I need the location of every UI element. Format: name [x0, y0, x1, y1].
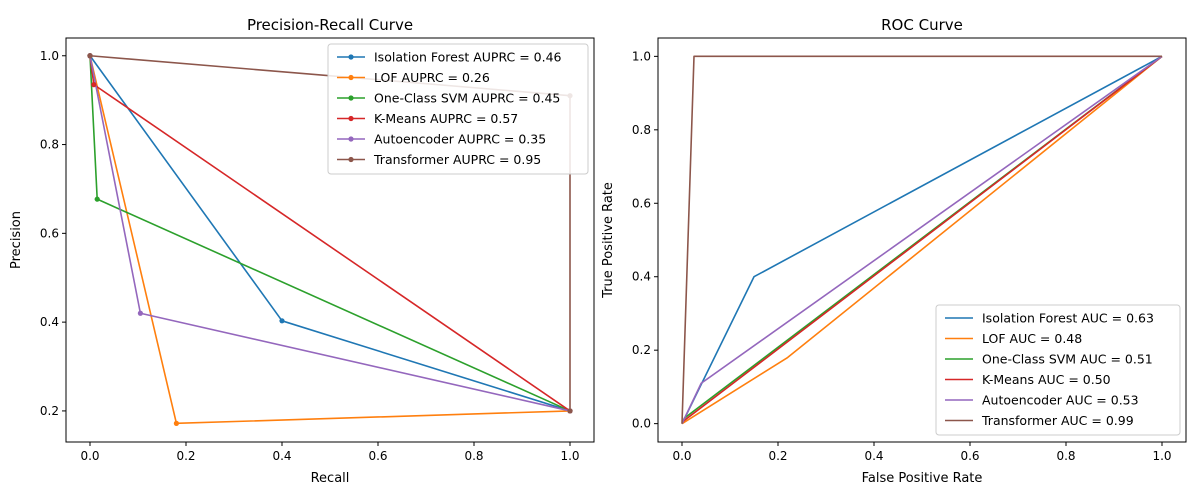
legend-label: Isolation Forest AUC = 0.63 [982, 311, 1154, 326]
legend: Isolation Forest AUC = 0.63 LOF AUC = 0.4… [935, 304, 1181, 436]
data-point [94, 196, 100, 202]
plot-area [681, 55, 1163, 425]
x-tick-label: 1.0 [1152, 449, 1171, 463]
y-axis-label: Precision [9, 211, 24, 269]
chart-panel-1: ROC Curve 0.0 0.2 0.4 0.6 0.8 1.0 0.0 0.2 0.4 0.6 0… [601, 16, 1187, 486]
x-tick-label: 0.4 [272, 449, 291, 463]
y-tick-label: 1.0 [632, 49, 651, 63]
series-line-0 [681, 55, 1163, 424]
legend-label: LOF AUPRC = 0.26 [374, 70, 490, 85]
legend-label: Transformer AUPRC = 0.95 [373, 152, 541, 167]
axes-frame [657, 37, 1187, 443]
legend-marker [348, 74, 354, 81]
y-tick-label: 0.4 [40, 315, 59, 329]
y-tick-label: 0.4 [632, 270, 651, 284]
legend-marker [348, 136, 354, 142]
data-point [567, 408, 573, 414]
axes-frame [65, 37, 595, 443]
legend-label: Transformer AUC = 0.99 [981, 413, 1134, 428]
y-tick-label: 0.8 [40, 138, 59, 152]
x-tick-label: 0.8 [464, 449, 483, 463]
y-tick-label: 0.6 [632, 196, 651, 210]
legend-label: One-Class SVM AUC = 0.51 [982, 352, 1153, 367]
legend-label: LOF AUC = 0.48 [982, 331, 1082, 346]
data-point [279, 318, 285, 324]
x-tick-label: 0.2 [176, 449, 195, 463]
x-tick-label: 0.0 [80, 449, 99, 463]
x-tick-label: 0.0 [672, 449, 691, 463]
y-tick-label: 0.2 [632, 343, 651, 357]
legend-marker [348, 115, 354, 122]
legend-label: K-Means AUC = 0.50 [982, 372, 1111, 387]
series-line-4 [681, 55, 1163, 424]
chart-panel-0: Precision-Recall Curve 0.0 0.2 0.4 0.6 0.8 1.0… [9, 16, 595, 486]
y-tick-label: 0.0 [632, 417, 651, 431]
x-tick-label: 0.6 [368, 449, 387, 463]
legend-box [327, 43, 589, 175]
data-point [173, 420, 179, 426]
x-tick-label: 0.6 [960, 449, 979, 463]
y-axis-label: True Positive Rate [601, 182, 616, 299]
data-point [91, 82, 97, 88]
legend-marker [348, 95, 354, 101]
chart-title: Precision-Recall Curve [247, 16, 413, 34]
series-line-5 [681, 55, 1162, 424]
y-tick-label: 1.0 [40, 49, 59, 63]
x-tick-label: 0.8 [1056, 449, 1075, 463]
legend-label: K-Means AUPRC = 0.57 [374, 111, 518, 126]
legend-marker [348, 156, 354, 163]
legend-label: Isolation Forest AUPRC = 0.46 [374, 50, 562, 65]
legend-label: Autoencoder AUPRC = 0.35 [374, 132, 546, 147]
x-tick-label: 0.4 [864, 449, 883, 463]
legend-label: Autoencoder AUC = 0.53 [982, 393, 1139, 408]
x-tick-label: 0.2 [768, 449, 787, 463]
legend-box [935, 304, 1181, 436]
chart-title: ROC Curve [881, 16, 963, 34]
series-line-1 [681, 55, 1163, 425]
legend-label: One-Class SVM AUPRC = 0.45 [374, 91, 560, 106]
y-tick-label: 0.8 [632, 123, 651, 137]
x-axis-label: Recall [311, 471, 350, 486]
data-point [137, 310, 143, 316]
data-point [87, 53, 93, 59]
x-tick-label: 1.0 [560, 449, 579, 463]
y-tick-label: 0.6 [40, 226, 59, 240]
legend: Isolation Forest AUPRC = 0.46 LOF AUPRC =… [327, 43, 589, 175]
x-axis-label: False Positive Rate [862, 471, 983, 486]
y-tick-label: 0.2 [40, 404, 59, 418]
legend-marker [348, 54, 354, 60]
